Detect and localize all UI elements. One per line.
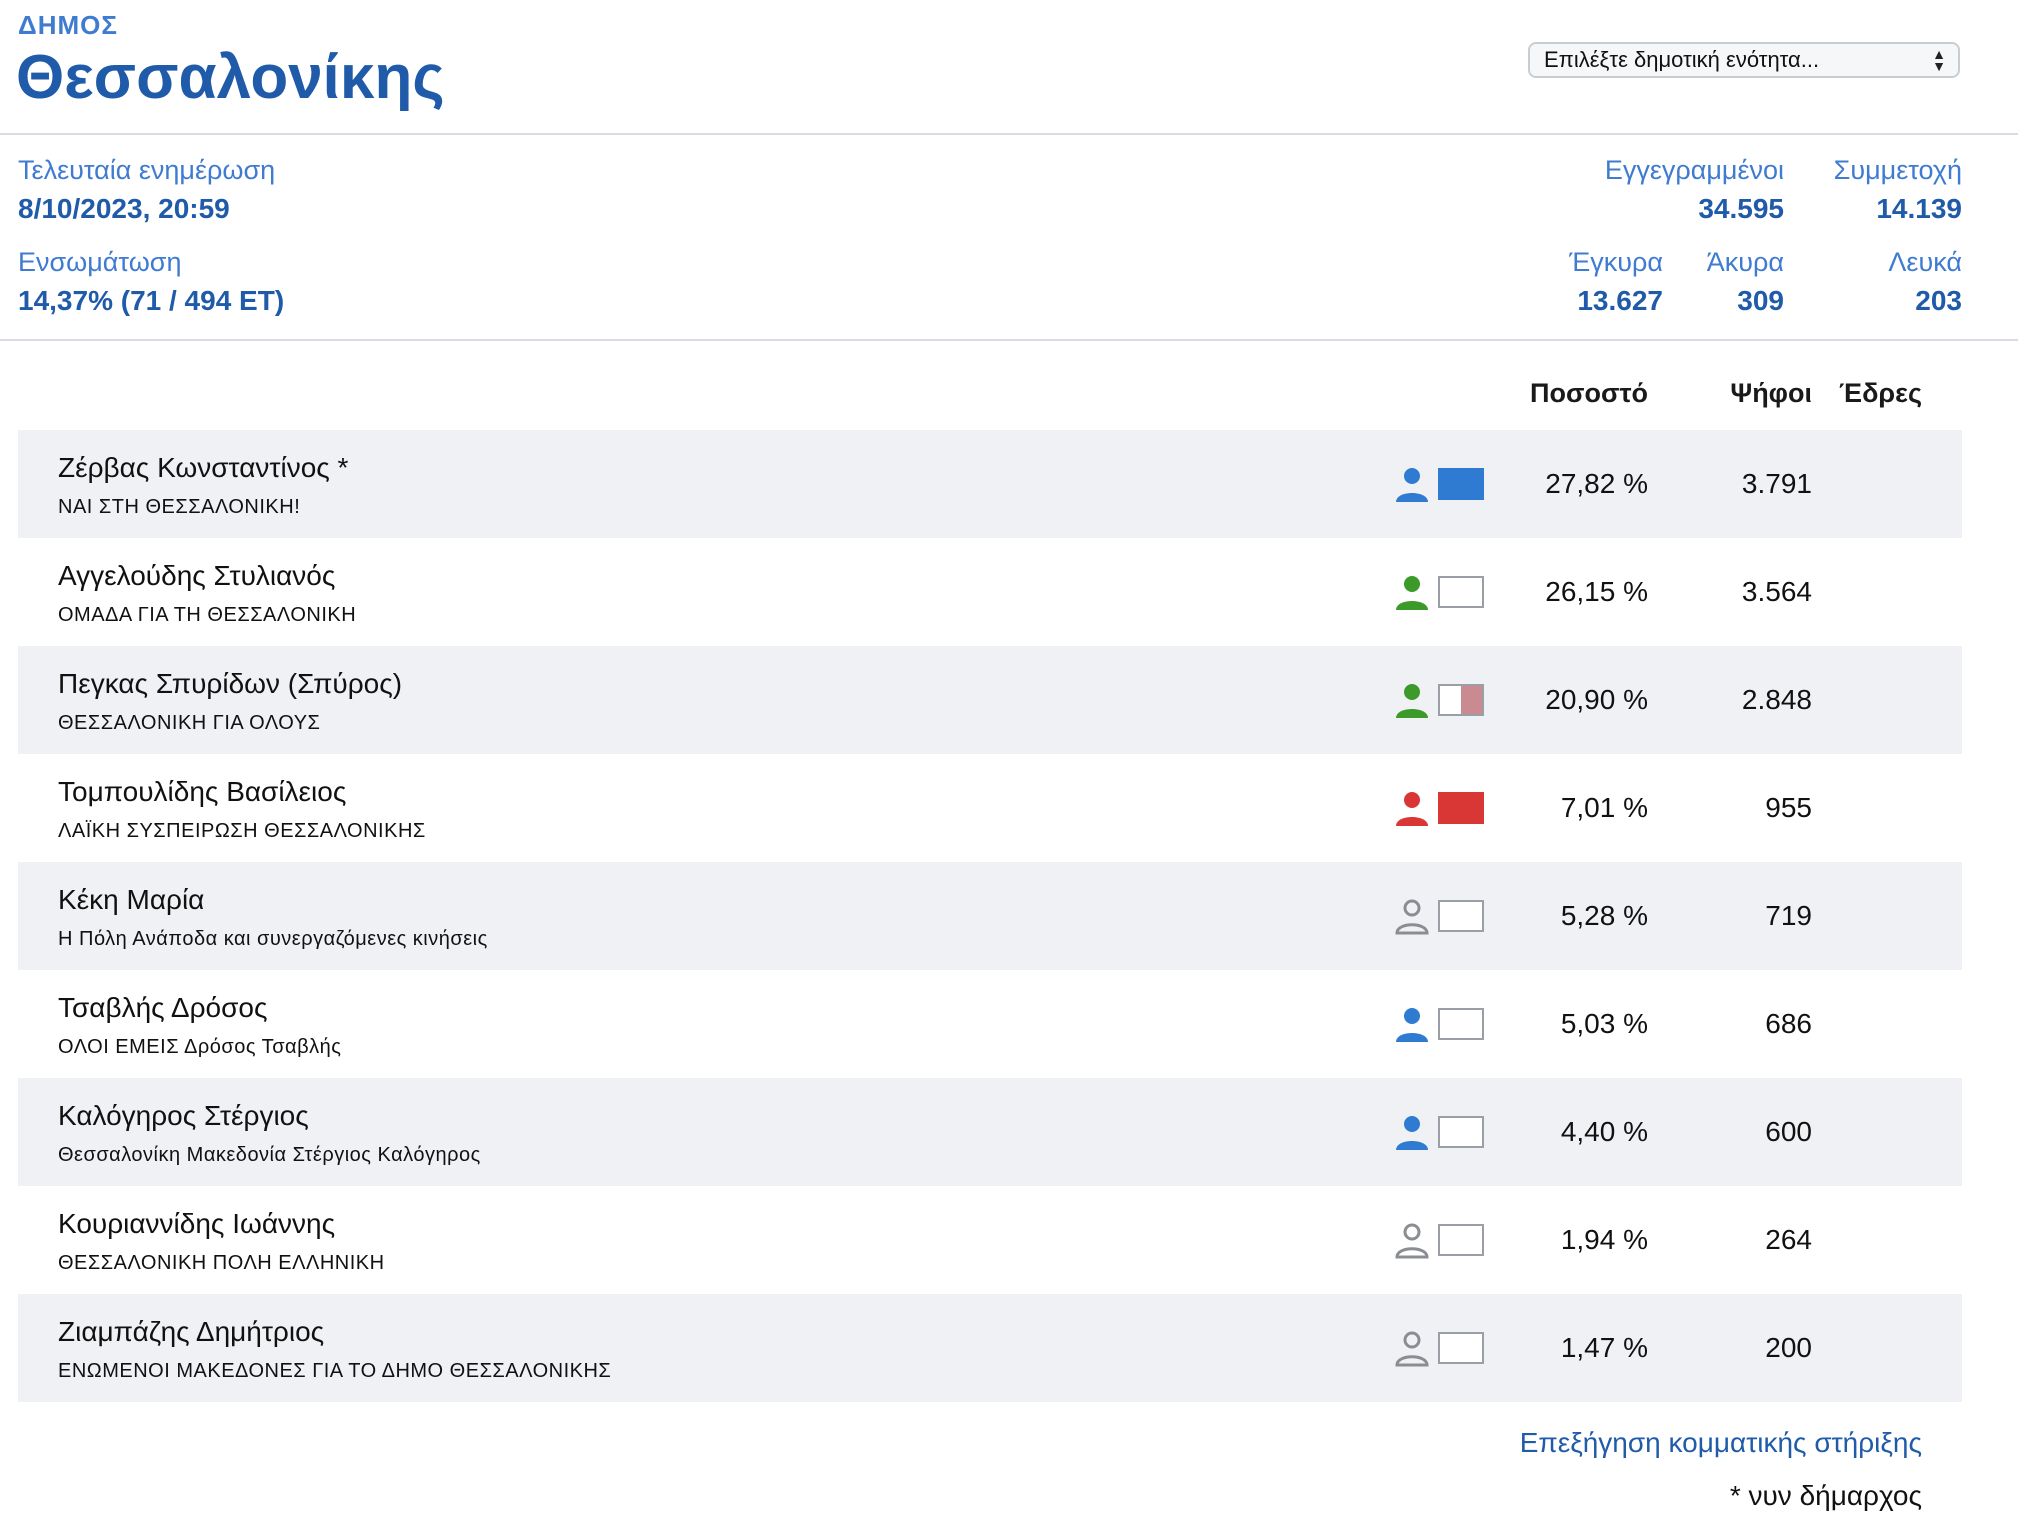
table-row: Αγγελούδης Στυλιανός ΟΜΑΔΑ ΓΙΑ ΤΗ ΘΕΣΣΑΛ…	[18, 538, 1962, 646]
header-percent: Ποσοστό	[1530, 378, 1648, 408]
party-support-icon	[1438, 576, 1484, 608]
party-support-icon	[1438, 684, 1484, 716]
table-row: Κουριαννίδης Ιωάννης ΘΕΣΣΑΛΟΝΙΚΗ ΠΟΛΗ ΕΛ…	[18, 1186, 1962, 1294]
candidate-name: Κέκη Μαρία	[58, 884, 205, 915]
percent-value: 27,82 %	[1545, 468, 1648, 499]
table-row: Ζιαμπάζης Δημήτριος ΕΝΩΜΕΝΟΙ ΜΑΚΕΔΟΝΕΣ Γ…	[18, 1294, 1962, 1402]
person-green-icon	[1392, 680, 1432, 720]
percent-value: 5,28 %	[1560, 900, 1648, 931]
district-select[interactable]: Επιλέξτε δημοτική ενότητα... ▲ ▼	[1528, 42, 1960, 78]
votes-value: 600	[1765, 1116, 1812, 1147]
page-title: Θεσσαλονίκης	[16, 43, 445, 112]
person-outline-icon	[1392, 1220, 1432, 1260]
party-support-icon	[1438, 792, 1484, 824]
person-green-icon	[1392, 572, 1432, 612]
turnout-value: 14.139	[1876, 193, 1962, 224]
votes-value: 264	[1765, 1224, 1812, 1255]
candidate-name: Τομπουλίδης Βασίλειος	[58, 776, 347, 807]
person-red-icon	[1392, 788, 1432, 828]
candidate-name: Αγγελούδης Στυλιανός	[58, 560, 336, 591]
candidate-name: Καλόγηρος Στέργιος	[58, 1100, 309, 1131]
percent-value: 26,15 %	[1545, 576, 1648, 607]
person-blue-icon	[1392, 1004, 1432, 1044]
person-outline-icon	[1392, 1328, 1432, 1368]
percent-value: 1,47 %	[1560, 1332, 1648, 1363]
party-name: ΟΜΑΔΑ ΓΙΑ ΤΗ ΘΕΣΣΑΛΟΝΙΚΗ	[58, 604, 357, 626]
invalid-label: Άκυρα	[1706, 247, 1784, 277]
header-votes: Ψήφοι	[1730, 378, 1812, 408]
blank-value: 203	[1915, 285, 1962, 316]
party-name: ΕΝΩΜΕΝΟΙ ΜΑΚΕΔΟΝΕΣ ΓΙΑ ΤΟ ΔΗΜΟ ΘΕΣΣΑΛΟΝΙ…	[58, 1360, 612, 1382]
votes-value: 686	[1765, 1008, 1812, 1039]
person-blue-icon	[1392, 464, 1432, 504]
percent-value: 4,40 %	[1560, 1116, 1648, 1147]
person-blue-icon	[1392, 1112, 1432, 1152]
candidate-name: Πεγκας Σπυρίδων (Σπύρος)	[58, 668, 403, 699]
footnote: * νυν δήμαρχος	[1729, 1480, 1922, 1511]
party-name: ΘΕΣΣΑΛΟΝΙΚΗ ΓΙΑ ΟΛΟΥΣ	[58, 712, 321, 734]
party-name: ΘΕΣΣΑΛΟΝΙΚΗ ΠΟΛΗ ΕΛΛΗΝΙΚΗ	[58, 1252, 385, 1274]
table-row: Καλόγηρος Στέργιος Θεσσαλονίκη Μακεδονία…	[18, 1078, 1962, 1186]
person-outline-icon	[1392, 896, 1432, 936]
candidate-name: Κουριαννίδης Ιωάννης	[58, 1208, 336, 1239]
municipality-label: ΔΗΜΟΣ	[18, 10, 118, 40]
blank-label: Λευκά	[1888, 247, 1962, 277]
candidate-name: Ζέρβας Κωνσταντίνος *	[58, 452, 349, 483]
candidate-name: Τσαβλής Δρόσος	[58, 992, 268, 1023]
valid-label: Έγκυρα	[1569, 247, 1663, 277]
party-name: ΛΑΪΚΗ ΣΥΣΠΕΙΡΩΣΗ ΘΕΣΣΑΛΟΝΙΚΗΣ	[58, 820, 426, 842]
table-row: Κέκη Μαρία Η Πόλη Ανάποδα και συνεργαζόμ…	[18, 862, 1962, 970]
party-support-icon	[1438, 1224, 1484, 1256]
last-update-label: Τελευταία ενημέρωση	[18, 155, 276, 185]
percent-value: 5,03 %	[1560, 1008, 1648, 1039]
percent-value: 1,94 %	[1560, 1224, 1648, 1255]
invalid-value: 309	[1737, 285, 1784, 316]
results-table: Ποσοστό Ψήφοι Έδρες Ζέρβας Κωνσταντίνος …	[18, 378, 1962, 1402]
party-support-explanation-link[interactable]: Επεξήγηση κομματικής στήριξης	[1519, 1427, 1922, 1458]
votes-value: 719	[1765, 900, 1812, 931]
party-support-icon	[1438, 900, 1484, 932]
select-arrows-icon: ▲ ▼	[1932, 46, 1946, 74]
percent-value: 20,90 %	[1545, 684, 1648, 715]
page-header: ΔΗΜΟΣ Θεσσαλονίκης Επιλέξτε δημοτική ενό…	[0, 0, 2018, 135]
valid-value: 13.627	[1577, 285, 1663, 316]
turnout-label: Συμμετοχή	[1833, 155, 1962, 185]
party-support-icon	[1438, 1332, 1484, 1364]
votes-value: 3.564	[1741, 576, 1812, 607]
party-name: ΝΑΙ ΣΤΗ ΘΕΣΣΑΛΟΝΙΚΗ!	[58, 496, 301, 518]
stats-panel: Τελευταία ενημέρωση 8/10/2023, 20:59 Ενσ…	[0, 135, 2018, 341]
table-header: Ποσοστό Ψήφοι Έδρες	[18, 378, 1962, 418]
table-row: Ζέρβας Κωνσταντίνος * ΝΑΙ ΣΤΗ ΘΕΣΣΑΛΟΝΙΚ…	[18, 430, 1962, 538]
district-select-value: Επιλέξτε δημοτική ενότητα...	[1544, 47, 1820, 72]
table-body: Ζέρβας Κωνσταντίνος * ΝΑΙ ΣΤΗ ΘΕΣΣΑΛΟΝΙΚ…	[18, 430, 1962, 1402]
last-update-value: 8/10/2023, 20:59	[18, 193, 230, 224]
percent-value: 7,01 %	[1560, 792, 1648, 823]
votes-value: 200	[1765, 1332, 1812, 1363]
registered-label: Εγγεγραμμένοι	[1604, 155, 1784, 185]
party-support-icon	[1438, 1116, 1484, 1148]
registered-value: 34.595	[1698, 193, 1784, 224]
party-name: Η Πόλη Ανάποδα και συνεργαζόμενες κινήσε…	[58, 928, 488, 950]
header-seats: Έδρες	[1839, 378, 1922, 408]
party-support-icon	[1438, 1008, 1484, 1040]
integration-label: Ενσωμάτωση	[18, 247, 182, 277]
votes-value: 955	[1765, 792, 1812, 823]
candidate-name: Ζιαμπάζης Δημήτριος	[58, 1316, 325, 1347]
party-name: ΟΛΟΙ ΕΜΕΙΣ Δρόσος Τσαβλής	[58, 1036, 342, 1058]
table-row: Τσαβλής Δρόσος ΟΛΟΙ ΕΜΕΙΣ Δρόσος Τσαβλής…	[18, 970, 1962, 1078]
table-row: Πεγκας Σπυρίδων (Σπύρος) ΘΕΣΣΑΛΟΝΙΚΗ ΓΙΑ…	[18, 646, 1962, 754]
table-row: Τομπουλίδης Βασίλειος ΛΑΪΚΗ ΣΥΣΠΕΙΡΩΣΗ Θ…	[18, 754, 1962, 862]
party-name: Θεσσαλονίκη Μακεδονία Στέργιος Καλόγηρος	[58, 1144, 481, 1166]
integration-value: 14,37% (71 / 494 ΕΤ)	[18, 285, 285, 316]
votes-value: 2.848	[1741, 684, 1812, 715]
party-support-icon	[1438, 468, 1484, 500]
votes-value: 3.791	[1741, 468, 1812, 499]
